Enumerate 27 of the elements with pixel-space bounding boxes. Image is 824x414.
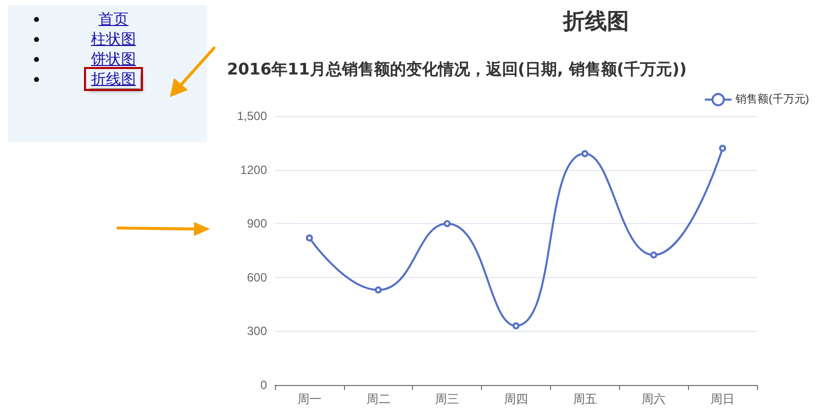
x-tick-label: 周三 bbox=[435, 392, 460, 406]
point bbox=[512, 322, 520, 330]
point bbox=[650, 251, 658, 258]
x-tick-label: 周一 bbox=[297, 392, 322, 406]
y-tick-label: 300 bbox=[246, 324, 268, 338]
point bbox=[306, 234, 313, 242]
x-tick-label: 周六 bbox=[642, 392, 666, 406]
y-tick-label: 1200 bbox=[240, 162, 268, 177]
text: 折线图 bbox=[87, 70, 140, 88]
text: 首页 bbox=[98, 10, 128, 28]
y-tick-label: 1,500 bbox=[236, 109, 268, 123]
y-tick-label: 0 bbox=[260, 378, 268, 392]
x-tick-label: 周四 bbox=[504, 392, 528, 406]
y-tick-label: 600 bbox=[246, 270, 268, 284]
x-tick-label: 周五 bbox=[572, 392, 597, 406]
text: 饼状图 bbox=[91, 50, 136, 68]
point bbox=[581, 150, 588, 158]
x-tick-label: 周日 bbox=[710, 392, 735, 406]
legend-label: 销售额(千万元) bbox=[734, 92, 809, 106]
x-tick-label: 周二 bbox=[366, 392, 390, 406]
text: 柱状图 bbox=[91, 30, 136, 48]
chart-title: 折线图 bbox=[562, 10, 629, 34]
point bbox=[444, 220, 451, 228]
point bbox=[374, 286, 382, 294]
chart-subtitle: 2016年11月总销售额的变化情况，返回(日期, 销售额(千万元)) bbox=[227, 60, 687, 78]
y-tick-label: 900 bbox=[246, 216, 268, 231]
point bbox=[719, 144, 726, 152]
